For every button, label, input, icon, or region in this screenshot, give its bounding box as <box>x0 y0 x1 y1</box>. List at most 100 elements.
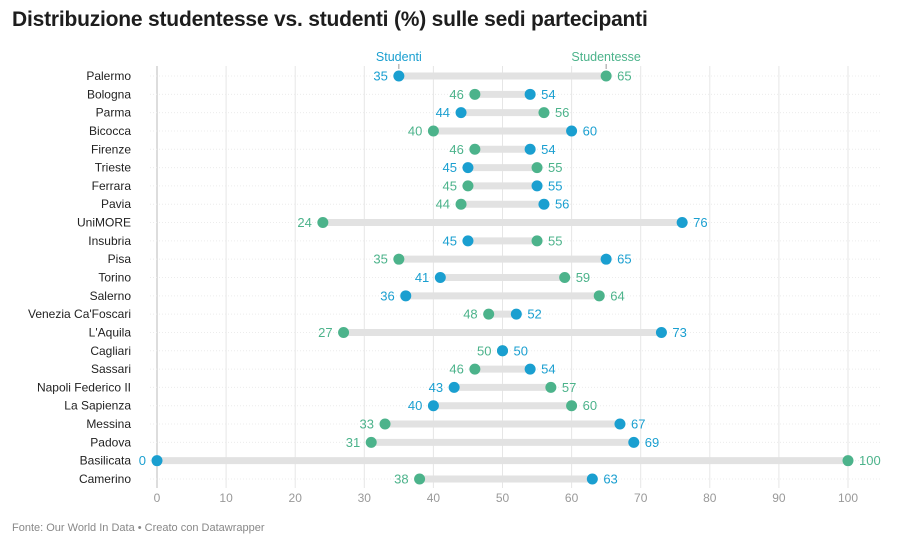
source-note: Fonte: Our World In Data • Creato con Da… <box>12 522 265 534</box>
studenti-value-label: 67 <box>631 417 645 432</box>
x-tick-label: 80 <box>703 491 717 505</box>
studenti-dot <box>524 88 536 100</box>
studentesse-dot <box>427 125 439 137</box>
category-label: Bicocca <box>89 124 131 138</box>
studenti-value-label: 35 <box>373 69 387 84</box>
studenti-value-label: 44 <box>436 105 450 120</box>
category-label: Insubria <box>88 234 131 248</box>
studentesse-value-label: 65 <box>617 69 631 84</box>
category-label: Firenze <box>91 142 131 156</box>
studentesse-value-label: 55 <box>548 233 562 248</box>
studenti-dot <box>600 253 612 265</box>
studenti-value-label: 55 <box>548 178 562 193</box>
studenti-dot <box>497 345 508 357</box>
studenti-value-label: 40 <box>408 398 422 413</box>
studenti-dot <box>462 235 474 247</box>
studentesse-dot <box>414 473 426 485</box>
studenti-dot <box>448 381 460 393</box>
studenti-value-label: 54 <box>541 362 555 377</box>
studentesse-value-label: 24 <box>297 215 311 230</box>
studenti-dot <box>538 198 550 210</box>
studentesse-dot <box>559 272 571 283</box>
studenti-dot <box>531 180 543 192</box>
category-label: La Sapienza <box>64 399 131 413</box>
studenti-dot <box>586 473 598 485</box>
x-tick-label: 90 <box>772 491 786 505</box>
studenti-value-label: 36 <box>380 288 394 303</box>
legend-label-studentesse: Studentesse <box>571 50 641 64</box>
studentesse-value-label: 60 <box>583 398 597 413</box>
studentesse-dot <box>469 143 481 155</box>
studenti-dot <box>427 400 439 412</box>
category-label: Messina <box>86 417 131 431</box>
studenti-dot <box>393 70 405 82</box>
category-label: Trieste <box>95 161 132 175</box>
studentesse-dot <box>469 363 481 375</box>
studenti-dot <box>676 217 688 229</box>
category-label: Venezia Ca'Foscari <box>28 307 131 321</box>
category-label: Pisa <box>108 252 132 266</box>
x-tick-label: 70 <box>634 491 648 505</box>
x-tick-label: 30 <box>358 491 372 505</box>
studenti-value-label: 56 <box>555 197 569 212</box>
category-label: Cagliari <box>90 344 131 358</box>
category-label: Palermo <box>86 69 131 83</box>
studenti-value-label: 54 <box>541 142 555 157</box>
studentesse-dot <box>842 455 854 467</box>
x-tick-label: 60 <box>565 491 579 505</box>
category-label: Torino <box>98 271 131 285</box>
category-label: Ferrara <box>92 179 132 193</box>
studentesse-dot <box>600 70 612 82</box>
studenti-value-label: 65 <box>617 252 631 267</box>
category-label: Bologna <box>87 87 131 101</box>
studenti-dot <box>462 162 474 174</box>
studenti-value-label: 76 <box>693 215 707 230</box>
category-label: L'Aquila <box>89 325 132 339</box>
x-tick-label: 100 <box>838 491 858 505</box>
studentesse-dot <box>338 326 350 338</box>
studenti-value-label: 63 <box>603 472 617 487</box>
category-label: Pavia <box>101 197 131 211</box>
studentesse-value-label: 64 <box>610 288 624 303</box>
studenti-dot <box>151 455 163 467</box>
studentesse-dot <box>593 290 605 302</box>
x-tick-label: 10 <box>219 491 233 505</box>
studentesse-dot <box>538 107 550 119</box>
x-tick-label: 0 <box>154 491 161 505</box>
studentesse-value-label: 35 <box>373 252 387 267</box>
studentesse-dot <box>455 198 467 210</box>
studentesse-value-label: 46 <box>449 87 463 102</box>
studenti-value-label: 45 <box>442 233 456 248</box>
studentesse-value-label: 100 <box>859 453 881 468</box>
category-label: Napoli Federico II <box>37 380 131 394</box>
studentesse-dot <box>379 418 391 430</box>
studentesse-value-label: 59 <box>576 270 590 285</box>
studenti-value-label: 73 <box>672 325 686 340</box>
studentesse-dot <box>531 235 543 247</box>
studenti-dot <box>566 125 578 137</box>
studentesse-dot <box>365 436 377 448</box>
studentesse-value-label: 55 <box>548 160 562 175</box>
chart-title: Distribuzione studentesse vs. studenti (… <box>12 8 648 31</box>
studentesse-value-label: 46 <box>449 362 463 377</box>
category-label: Salerno <box>90 289 132 303</box>
studentesse-value-label: 31 <box>346 435 360 450</box>
studenti-value-label: 45 <box>442 160 456 175</box>
x-tick-label: 20 <box>289 491 303 505</box>
studentesse-value-label: 56 <box>555 105 569 120</box>
studenti-value-label: 43 <box>429 380 443 395</box>
studentesse-value-label: 33 <box>360 417 374 432</box>
studenti-dot <box>655 326 667 338</box>
studentesse-value-label: 38 <box>394 472 408 487</box>
studentesse-dot <box>566 400 578 412</box>
studenti-dot <box>400 290 412 302</box>
studenti-value-label: 0 <box>139 453 146 468</box>
studenti-dot <box>524 143 536 155</box>
x-tick-label: 40 <box>427 491 441 505</box>
studentesse-value-label: 48 <box>463 307 477 322</box>
studentesse-dot <box>531 162 543 174</box>
studenti-dot <box>628 436 640 448</box>
studentesse-value-label: 45 <box>442 178 456 193</box>
studenti-value-label: 41 <box>415 270 429 285</box>
